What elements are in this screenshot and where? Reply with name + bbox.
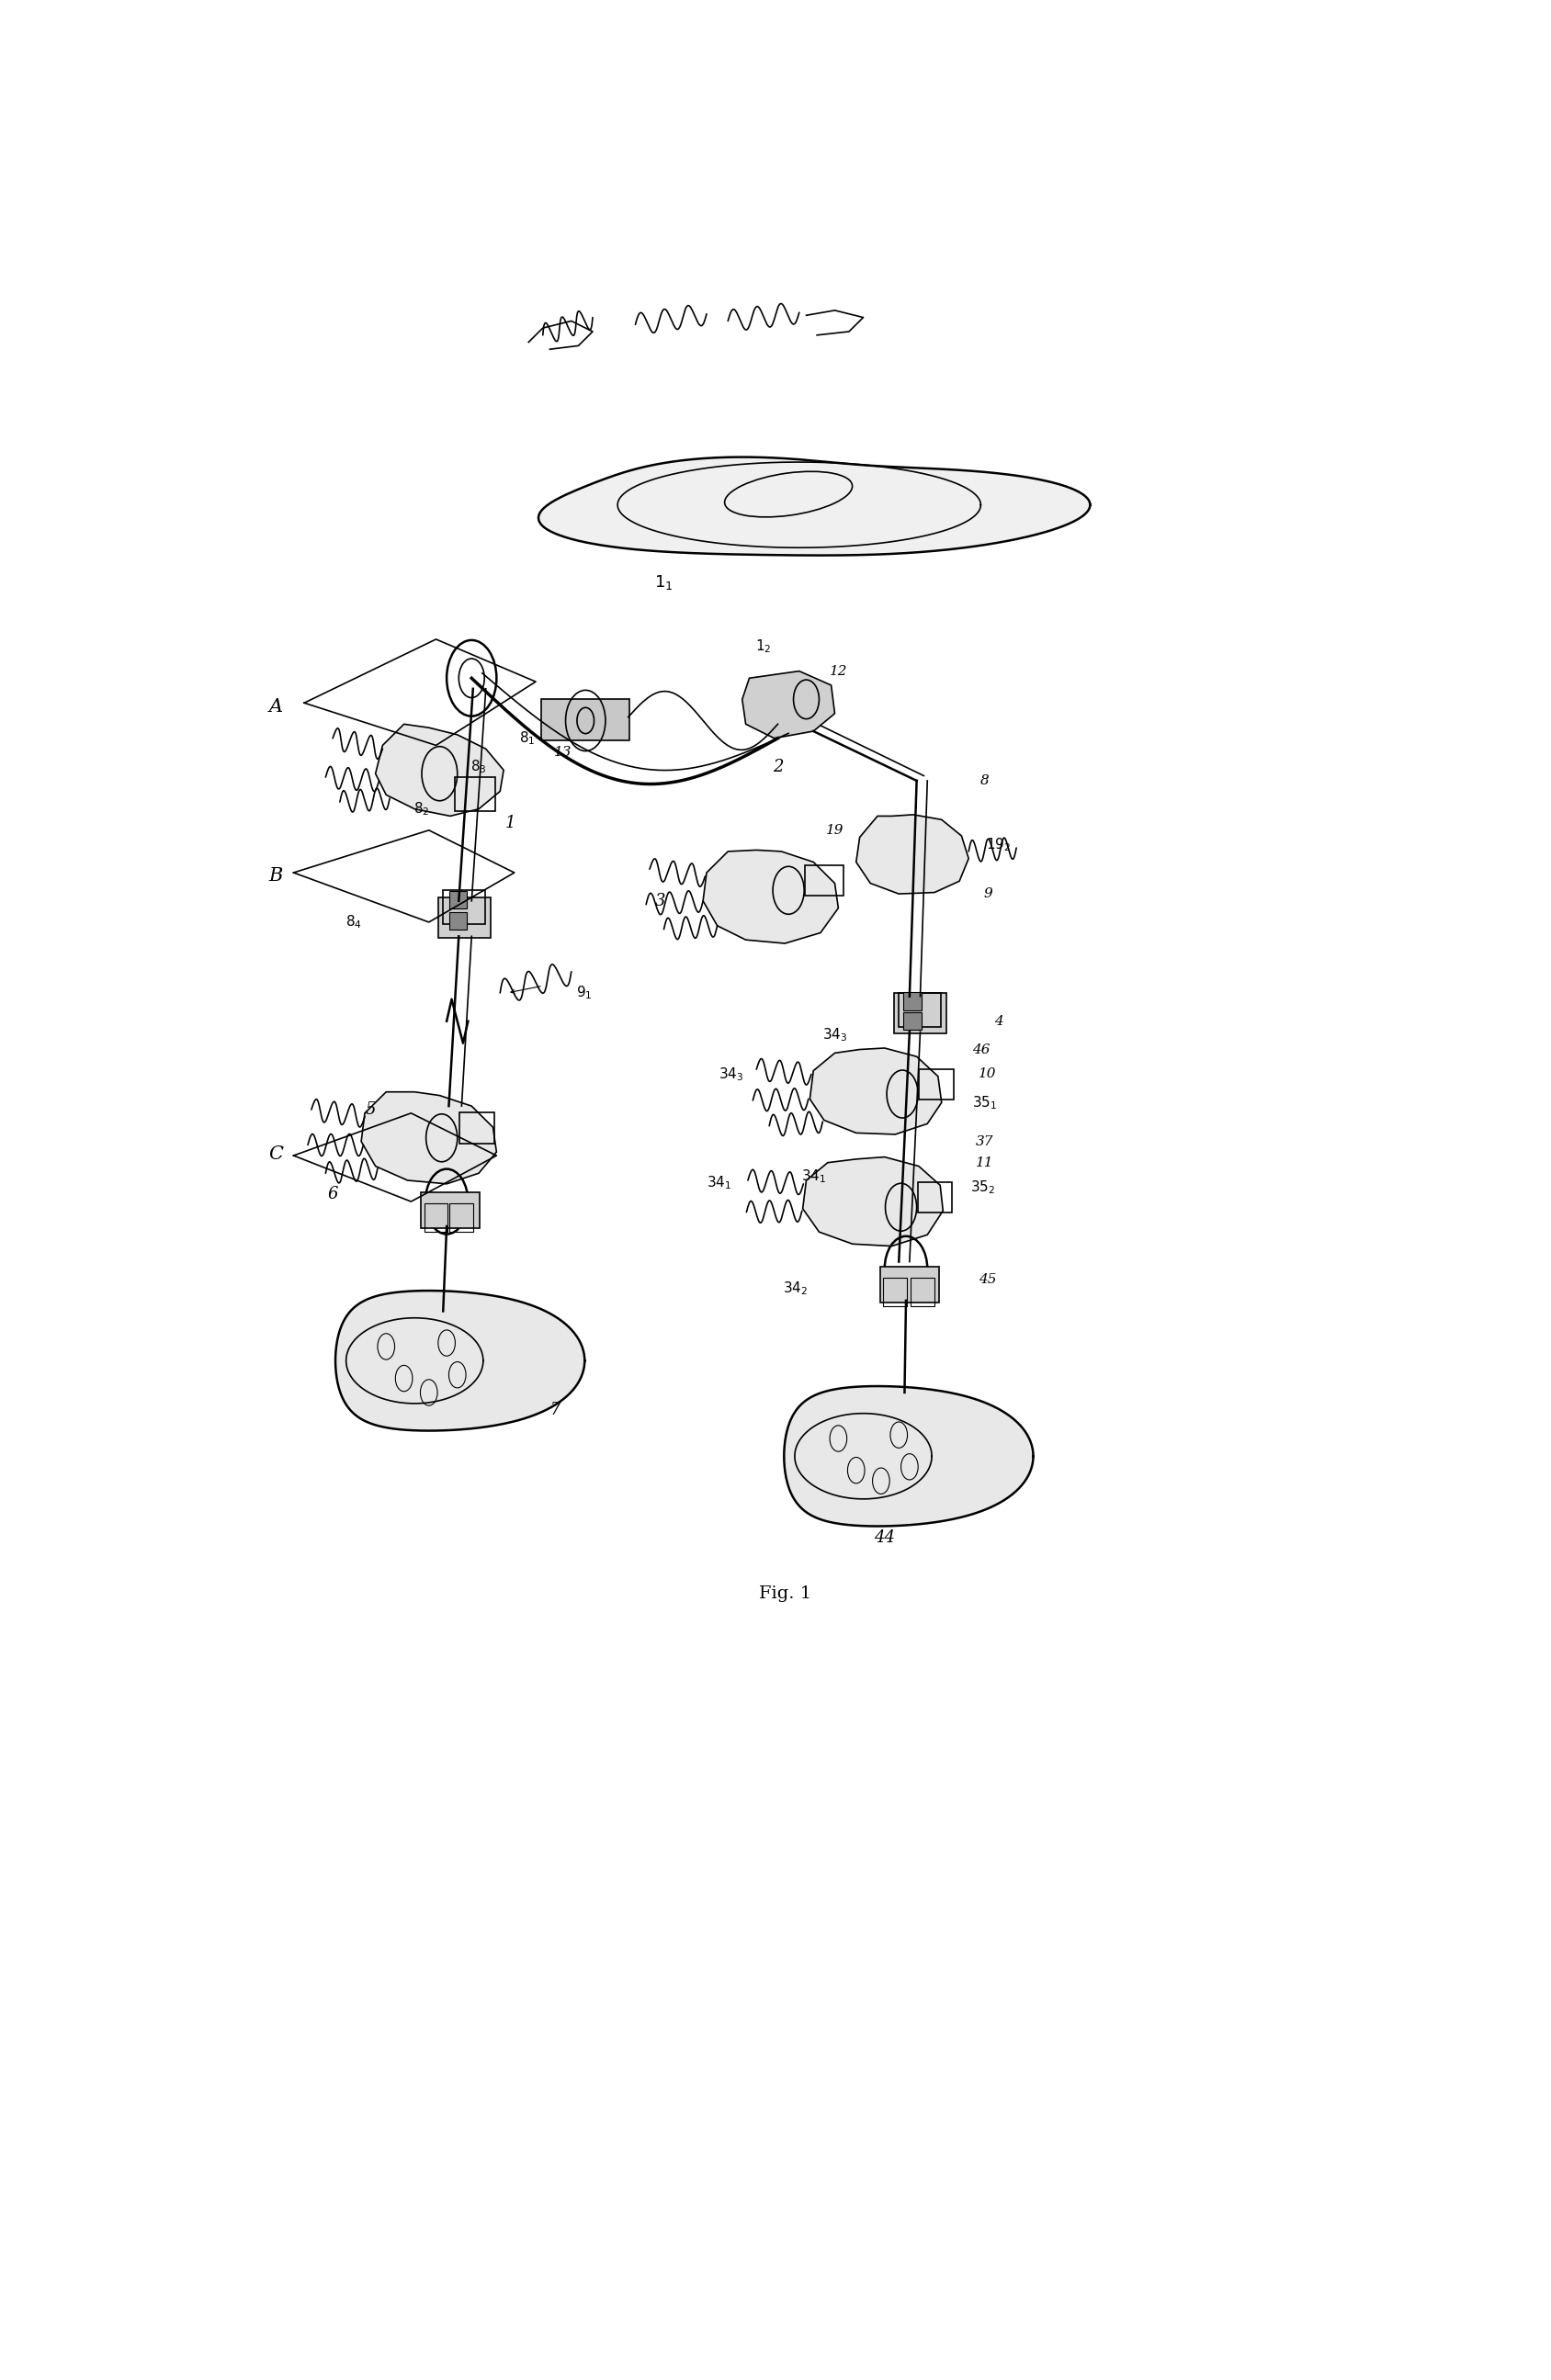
- Polygon shape: [785, 1385, 1033, 1526]
- Text: $3{4}_3$: $3{4}_3$: [720, 1066, 744, 1083]
- Text: B: B: [268, 866, 282, 885]
- FancyBboxPatch shape: [903, 1011, 921, 1031]
- Text: 5: 5: [364, 1102, 375, 1119]
- Text: $3{4}_1$: $3{4}_1$: [707, 1173, 732, 1190]
- Polygon shape: [743, 671, 834, 738]
- Text: 44: 44: [875, 1530, 895, 1545]
- Text: 9: 9: [983, 888, 993, 900]
- Text: 6: 6: [327, 1185, 338, 1202]
- Text: $1_2$: $1_2$: [755, 638, 771, 654]
- Text: 12: 12: [830, 664, 847, 678]
- Text: 37: 37: [976, 1135, 993, 1147]
- Text: 45: 45: [979, 1273, 997, 1285]
- FancyBboxPatch shape: [879, 1266, 940, 1302]
- Text: 2: 2: [772, 759, 783, 776]
- FancyBboxPatch shape: [420, 1192, 479, 1228]
- FancyBboxPatch shape: [439, 897, 490, 938]
- Text: 8: 8: [980, 774, 990, 788]
- Text: Fig. 1: Fig. 1: [758, 1585, 811, 1602]
- Polygon shape: [703, 850, 839, 942]
- Text: 1: 1: [506, 814, 516, 831]
- Text: $34_1$: $34_1$: [800, 1169, 827, 1185]
- Text: $8_2$: $8_2$: [414, 800, 430, 819]
- Text: A: A: [268, 697, 282, 714]
- Polygon shape: [361, 1092, 496, 1183]
- Text: C: C: [268, 1145, 284, 1164]
- Polygon shape: [803, 1157, 943, 1247]
- Text: 13: 13: [554, 745, 572, 759]
- Text: $35_2$: $35_2$: [971, 1178, 996, 1197]
- Polygon shape: [538, 457, 1090, 555]
- Text: $8_3$: $8_3$: [470, 757, 487, 776]
- FancyBboxPatch shape: [903, 992, 921, 1009]
- Text: $34_3$: $34_3$: [822, 1026, 847, 1045]
- Text: 19: 19: [825, 823, 844, 838]
- Text: $8_4$: $8_4$: [346, 914, 363, 931]
- Text: 3: 3: [655, 892, 665, 909]
- Polygon shape: [375, 724, 504, 816]
- FancyBboxPatch shape: [450, 890, 467, 909]
- Text: 11: 11: [976, 1157, 993, 1169]
- FancyBboxPatch shape: [893, 992, 946, 1033]
- Polygon shape: [810, 1047, 941, 1135]
- FancyBboxPatch shape: [450, 912, 467, 931]
- Text: 7: 7: [551, 1402, 561, 1418]
- Polygon shape: [856, 814, 969, 895]
- FancyBboxPatch shape: [541, 700, 630, 740]
- Text: $9_1$: $9_1$: [575, 985, 592, 1002]
- Text: 10: 10: [979, 1069, 997, 1081]
- Text: 46: 46: [972, 1042, 990, 1057]
- Text: 4: 4: [994, 1014, 1003, 1028]
- Text: $1_1$: $1_1$: [655, 574, 673, 593]
- Text: $35_1$: $35_1$: [972, 1095, 997, 1111]
- Text: $34_2$: $34_2$: [783, 1280, 808, 1297]
- Text: $8_1$: $8_1$: [520, 731, 535, 747]
- Polygon shape: [335, 1290, 585, 1430]
- Text: $19_2$: $19_2$: [986, 835, 1011, 852]
